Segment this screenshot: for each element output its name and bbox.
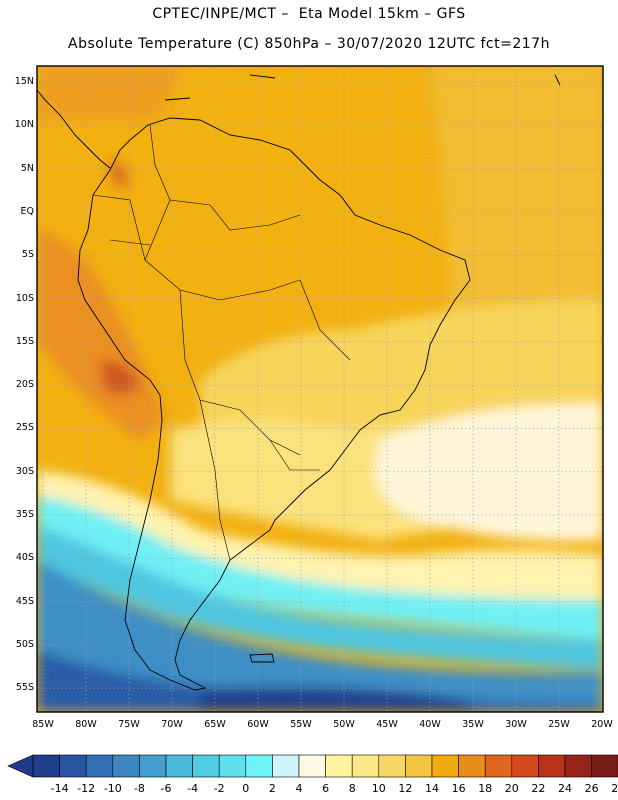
latitude-label: 50S xyxy=(15,638,34,650)
longitude-label: 40W xyxy=(419,719,441,730)
colorbar-swatch xyxy=(484,754,513,778)
longitude-label: 50W xyxy=(333,719,355,730)
colorbar-label: 10 xyxy=(371,782,386,795)
light-blue-band xyxy=(37,525,603,670)
colorbar-swatch xyxy=(511,754,539,778)
transition-band xyxy=(37,470,603,600)
colorbar-label: 2 xyxy=(268,782,276,795)
colorbar-swatch xyxy=(538,754,566,778)
colorbar-swatch xyxy=(32,754,60,778)
colorbar-label: -8 xyxy=(133,782,145,795)
colorbar-swatch xyxy=(351,754,380,778)
colorbar-under-triangle xyxy=(7,754,34,778)
latitude-label: 10S xyxy=(15,292,34,304)
colorbar-label: -12 xyxy=(77,782,96,795)
latitude-label: 5S xyxy=(21,249,34,261)
colorbar-swatch xyxy=(112,754,140,778)
longitude-label: 35W xyxy=(462,719,484,730)
longitude-label: 70W xyxy=(161,719,183,730)
longitude-label: 75W xyxy=(118,719,140,730)
longitude-label: 85W xyxy=(32,719,54,730)
longitude-label: 65W xyxy=(204,719,226,730)
colorbar-label: -2 xyxy=(213,782,225,795)
longitude-label: 80W xyxy=(75,719,97,730)
caribbean-warm-field xyxy=(37,66,180,120)
latitude-label: 35S xyxy=(15,509,34,520)
south-america-coastline xyxy=(77,117,471,691)
latitude-label: 5N xyxy=(20,162,34,174)
map-title-line-1: CPTEC/INPE/MCT – Eta Model 15km – GFS xyxy=(152,6,466,22)
latitude-label: 15S xyxy=(15,335,34,347)
deep-blue-spot xyxy=(200,686,470,712)
map-frame xyxy=(36,65,604,713)
colorbar-label: 14 xyxy=(425,782,439,795)
latitude-label: 55S xyxy=(15,682,34,694)
latitude-label: 30S xyxy=(15,465,34,477)
latitude-label: 10N xyxy=(14,119,34,131)
colorbar-label: 4 xyxy=(295,782,303,795)
central-america-coastline xyxy=(37,89,111,169)
latitude-label: 15N xyxy=(14,76,34,87)
colorbar-swatch xyxy=(245,754,273,778)
longitude-label: 20W xyxy=(591,719,613,730)
colorbar-swatch xyxy=(218,754,247,778)
colorbar-label: 20 xyxy=(504,782,519,795)
colorbar-swatch xyxy=(59,754,87,778)
colorbar-swatch xyxy=(165,754,193,778)
colorbar-swatch xyxy=(325,754,353,778)
blue-band xyxy=(37,560,603,712)
colorbar-label: -14 xyxy=(50,782,69,795)
dark-blue-band xyxy=(37,650,603,712)
colorbar-label: -4 xyxy=(187,782,199,795)
latitude-label: 40S xyxy=(15,552,34,564)
colorbar-label: 0 xyxy=(242,782,250,795)
colorbar-label: 16 xyxy=(451,782,466,795)
colorbar xyxy=(7,754,618,778)
map-title-line-2: Absolute Temperature (C) 850hPa – 30/07/… xyxy=(68,36,550,52)
colorbar-label: 18 xyxy=(478,782,493,795)
country-borders xyxy=(92,124,351,561)
colorbar-label: 6 xyxy=(322,782,330,795)
latitude-label: 25S xyxy=(15,422,34,434)
colorbar-swatch xyxy=(591,754,618,778)
longitude-label: 60W xyxy=(247,719,269,730)
cream-zone xyxy=(375,404,603,541)
colorbar-label: -6 xyxy=(160,782,172,795)
coastlines xyxy=(37,74,561,691)
latitude-label: EQ xyxy=(20,205,34,217)
longitude-label: 45W xyxy=(376,719,398,730)
temperature-field xyxy=(37,66,603,712)
longitude-label: 55W xyxy=(290,719,312,730)
latitude-label: 20S xyxy=(15,379,34,391)
colorbar-swatch xyxy=(378,754,406,778)
colorbar-swatch xyxy=(272,754,300,778)
colorbar-swatch xyxy=(139,754,167,778)
colorbar-swatch xyxy=(85,754,114,778)
colorbar-label: 8 xyxy=(348,782,356,795)
colorbar-label: 28 xyxy=(611,782,618,795)
colorbar-swatch xyxy=(298,754,326,778)
colorbar-swatch xyxy=(458,754,486,778)
colorbar-label: 26 xyxy=(584,782,599,795)
cyan-band xyxy=(37,495,603,640)
colorbar-label: 12 xyxy=(398,782,413,795)
colorbar-label: 22 xyxy=(531,782,546,795)
colombia-warm-spot xyxy=(110,160,130,187)
longitude-label: 30W xyxy=(505,719,527,730)
colorbar-swatch xyxy=(564,754,592,778)
colorbar-label: 24 xyxy=(558,782,572,795)
colorbar-swatch xyxy=(192,754,220,778)
longitude-label: 25W xyxy=(548,719,570,730)
colorbar-label: -10 xyxy=(103,782,122,795)
caribbean-islands xyxy=(164,74,561,101)
colorbar-swatch xyxy=(431,754,459,778)
falklands xyxy=(249,653,275,663)
colorbar-swatch xyxy=(405,754,433,778)
latitude-label: 45S xyxy=(15,595,34,607)
